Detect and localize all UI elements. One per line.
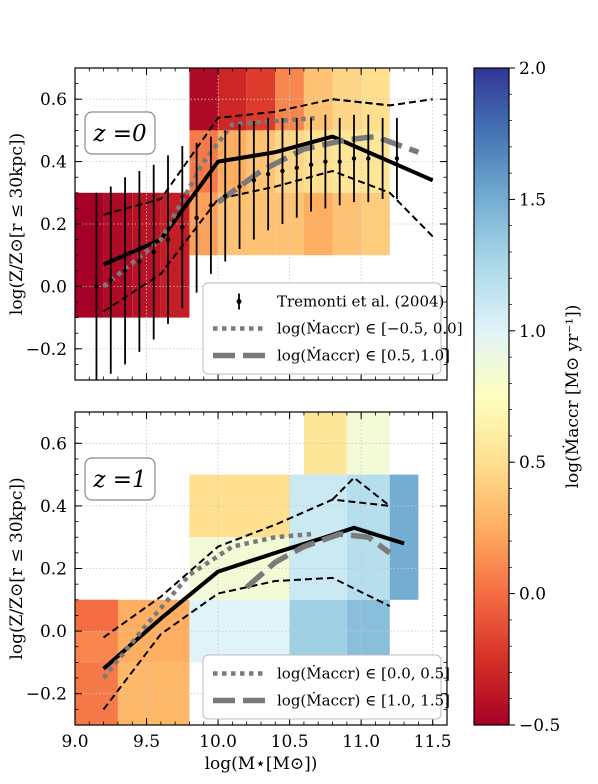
- heatmap-cell: [361, 68, 390, 131]
- colorbar-label: log(Ṁaccr [M⊙ yr⁻¹]): [562, 305, 583, 489]
- redshift-label: z =1: [92, 467, 146, 493]
- heatmap-cell: [75, 192, 104, 318]
- heatmap-cell: [189, 68, 219, 131]
- series-line-dashed-black: [332, 98, 433, 107]
- colorbar-tick-label: 0.5: [519, 453, 546, 473]
- ytick-label: 0.6: [40, 90, 67, 110]
- y-axis-label: log(Z/Z⊙[r ≤ 30kpc]): [7, 133, 27, 315]
- heatmap-cell: [332, 192, 362, 256]
- data-point: [351, 156, 357, 161]
- plot-area: [75, 68, 447, 380]
- series-line-dashed-black: [331, 476, 391, 507]
- data-point: [265, 171, 271, 177]
- data-point: [237, 184, 242, 189]
- legend-label: Tremonti et al. (2004): [277, 293, 444, 311]
- data-point: [380, 156, 385, 161]
- redshift-label: z =0: [92, 121, 146, 147]
- colorbar: −0.5 0.0 0.5 1.0 1.5 2.0 log(Ṁaccr [M⊙ yr⁻¹]): [473, 59, 583, 736]
- data-point: [394, 156, 400, 161]
- data-point: [108, 277, 113, 283]
- xtick-label: 11.0: [342, 732, 380, 752]
- series-line-longdash-gray: [244, 531, 392, 590]
- ytick-label: 0.0: [40, 277, 67, 297]
- ytick-label: 0.0: [40, 622, 67, 642]
- data-point: [194, 215, 199, 220]
- colorbar-gradient: [473, 67, 510, 726]
- redshift-label-box: [84, 111, 156, 155]
- legend-label: log(Ṁaccr) ∈ [1.0, 1.5]: [277, 692, 450, 710]
- colorbar-tick-label: 1.5: [519, 190, 546, 210]
- ytick-label: −0.2: [26, 685, 67, 705]
- heatmap-cell: [189, 192, 219, 256]
- x-axis-label: log(M⋆[M⊙]): [205, 754, 318, 774]
- data-point: [337, 159, 342, 164]
- xtick-label: 10.0: [199, 732, 237, 752]
- legend-handle: [236, 299, 242, 304]
- data-point: [294, 165, 299, 171]
- panel-1: −0.2 0.0 0.2 0.4 0.6 log(Z/Z⊙[r ≤ 30kpc]) z =0…: [7, 67, 463, 381]
- heatmap-cell: [389, 474, 419, 600]
- data-point: [366, 156, 371, 161]
- ytick-label: 0.6: [40, 434, 67, 454]
- xtick-label: 9.0: [61, 732, 88, 752]
- data-point: [165, 237, 171, 242]
- data-point: [122, 268, 128, 273]
- xtick-label: 9.5: [133, 732, 160, 752]
- legend-label: log(Ṁaccr) ∈ [−0.5, 0.0]: [277, 320, 463, 338]
- y-axis-label: log(Z/Z⊙[r ≤ 30kpc]): [7, 477, 27, 659]
- data-point: [308, 162, 314, 167]
- data-point: [151, 249, 156, 255]
- heatmap-cell: [346, 599, 390, 663]
- heatmap-cell: [75, 599, 118, 632]
- data-point: [251, 178, 257, 183]
- data-point: [323, 159, 328, 164]
- data-point: [180, 224, 185, 230]
- xtick-label: 10.5: [271, 732, 309, 752]
- data-point: [223, 193, 228, 199]
- series-line-dashed-black: [103, 170, 434, 313]
- colorbar-tick-label: 1.0: [519, 322, 546, 342]
- colorbar-tick-label: −0.5: [519, 716, 560, 736]
- ytick-label: 0.2: [40, 215, 67, 235]
- colorbar-tick-label: 0.0: [519, 585, 546, 605]
- legend-label: log(Ṁaccr) ∈ [0.0, 0.5]: [277, 665, 450, 683]
- heatmap-cell: [346, 412, 390, 475]
- heatmap-cell: [361, 192, 390, 256]
- panel-2: −0.2 0.0 0.2 0.4 0.6 9.0 9.5 10.0 10.5 11.0 11.5 lo…: [7, 411, 452, 774]
- series-line-dashed-black: [103, 498, 390, 639]
- ytick-label: 0.4: [40, 497, 67, 517]
- series-line-dashed-black: [103, 98, 390, 216]
- data-point: [137, 259, 142, 264]
- heatmap-cell: [303, 412, 347, 475]
- series-line-dashed-black: [102, 576, 391, 711]
- ytick-label: 0.4: [40, 153, 67, 173]
- plot-area: [75, 412, 447, 725]
- series-line-solid-black: [102, 525, 405, 671]
- legend-box: [202, 282, 442, 375]
- legend-label: log(Ṁaccr) ∈ [0.5, 1.0]: [277, 347, 450, 365]
- data-point: [208, 203, 214, 208]
- xtick-label: 11.5: [414, 732, 452, 752]
- data-point: [280, 168, 285, 174]
- colorbar-tick-label: 2.0: [519, 59, 546, 79]
- ytick-label: −0.2: [26, 340, 67, 360]
- legend: log(Ṁaccr) ∈ [0.0, 0.5] log(Ṁaccr) ∈ [1.0…: [202, 654, 450, 720]
- data-point: [94, 284, 99, 289]
- ytick-label: 0.2: [40, 560, 67, 580]
- series-line-dotted-gray: [101, 531, 312, 680]
- redshift-label-box: [84, 457, 156, 501]
- legend: Tremonti et al. (2004) log(Ṁaccr) ∈ [−0.5…: [202, 282, 463, 375]
